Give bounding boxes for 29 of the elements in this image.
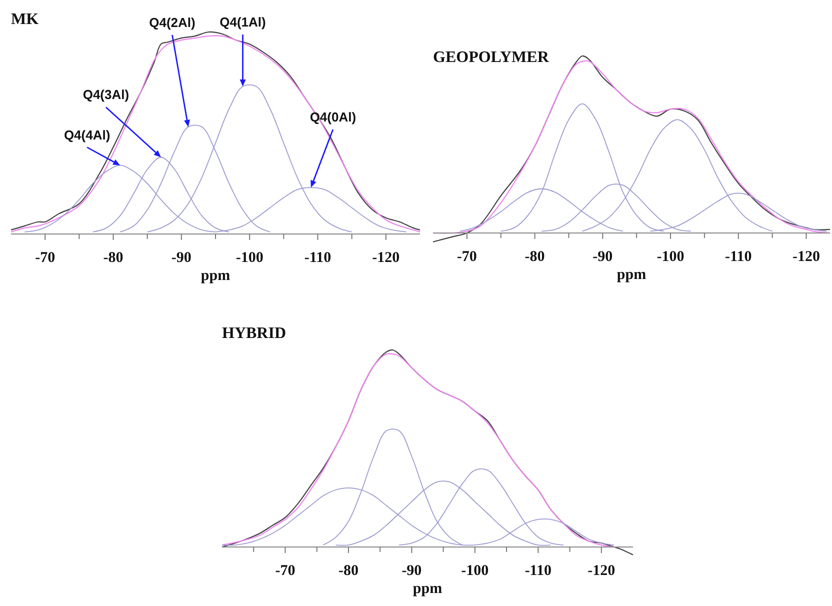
chart-title: GEOPOLYMER [433, 49, 550, 66]
x-tick-label: -70 [456, 249, 477, 265]
x-tick-label: -90 [171, 250, 192, 266]
x-tick-label: -110 [304, 250, 332, 266]
annotation: Q4(2Al) [149, 14, 196, 30]
x-axis-title: ppm [200, 268, 231, 284]
x-axis-title: ppm [616, 267, 647, 283]
x-axis-title: ppm [412, 581, 443, 597]
x-tick-label: -100 [656, 249, 684, 265]
x-tick-label: -90 [402, 563, 422, 579]
x-tick-label: -100 [461, 563, 489, 579]
x-tick-label: -70 [275, 563, 296, 579]
annotation: Q4(1Al) [220, 14, 266, 30]
x-tick-label: -110 [524, 563, 552, 579]
x-tick-label: -70 [35, 250, 56, 266]
chart-title: HYBRID [222, 325, 286, 342]
x-tick-label: -110 [725, 249, 752, 265]
x-tick-label: -100 [236, 250, 264, 266]
x-tick-label: -120 [792, 249, 820, 265]
x-tick-label: -90 [592, 249, 613, 265]
x-tick-label: -80 [338, 563, 358, 579]
annotation: Q4(0Al) [310, 110, 356, 125]
x-tick-label: -120 [588, 563, 616, 579]
annotation: Q4(3Al) [82, 87, 130, 102]
x-tick-label: -120 [372, 250, 400, 266]
annotation: Q4(4Al) [64, 127, 110, 142]
x-tick-label: -80 [103, 250, 124, 266]
x-tick-label: -80 [524, 249, 545, 265]
chart-title: MK [11, 11, 40, 28]
